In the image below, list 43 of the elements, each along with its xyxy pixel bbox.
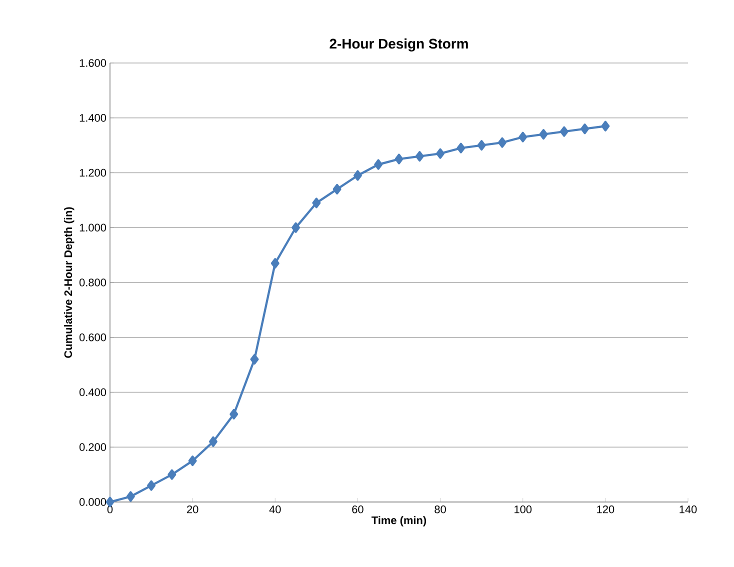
point [147, 480, 156, 491]
x-axis-title: Time (min) [372, 516, 426, 526]
point [312, 198, 321, 208]
y-tick-label: 0.600 [79, 334, 106, 342]
x-tick-label: 40 [269, 506, 281, 514]
point [188, 456, 197, 466]
point [230, 408, 238, 420]
x-tick-label: 120 [597, 506, 614, 514]
x-tick-label: 60 [352, 506, 364, 514]
y-tick-label: 0.000 [79, 498, 106, 506]
point [270, 258, 280, 269]
point [208, 436, 218, 447]
point [539, 129, 548, 140]
point [250, 354, 259, 365]
point [374, 159, 383, 170]
y-tick-label: 1.200 [80, 168, 106, 177]
point [601, 120, 610, 132]
y-tick-label: 1.000 [80, 224, 106, 232]
point [168, 469, 176, 480]
point [560, 126, 568, 137]
x-tick-label: 80 [434, 506, 446, 514]
point [518, 132, 528, 142]
chart-title: 2-Hour Design Storm [330, 38, 468, 52]
point [353, 170, 362, 181]
x-tick-label: 140 [680, 506, 697, 514]
point [436, 148, 445, 159]
point [394, 154, 404, 164]
y-axis-title: Cumulative 2-Hour Depth (in) [64, 207, 74, 358]
point [332, 184, 342, 194]
point [292, 222, 300, 233]
point [126, 491, 135, 502]
y-tick-label: 0.800 [79, 278, 106, 286]
y-tick-label: 0.400 [79, 388, 106, 396]
point [498, 137, 506, 148]
x-tick-label: 100 [514, 506, 532, 514]
point [477, 140, 486, 151]
x-tick-label: 20 [187, 506, 198, 514]
point [456, 142, 466, 154]
y-tick-label: 0.200 [79, 443, 106, 452]
y-tick-label: 1.600 [80, 59, 106, 67]
point [580, 124, 590, 134]
y-tick-label: 1.400 [80, 114, 106, 122]
point [415, 151, 424, 162]
